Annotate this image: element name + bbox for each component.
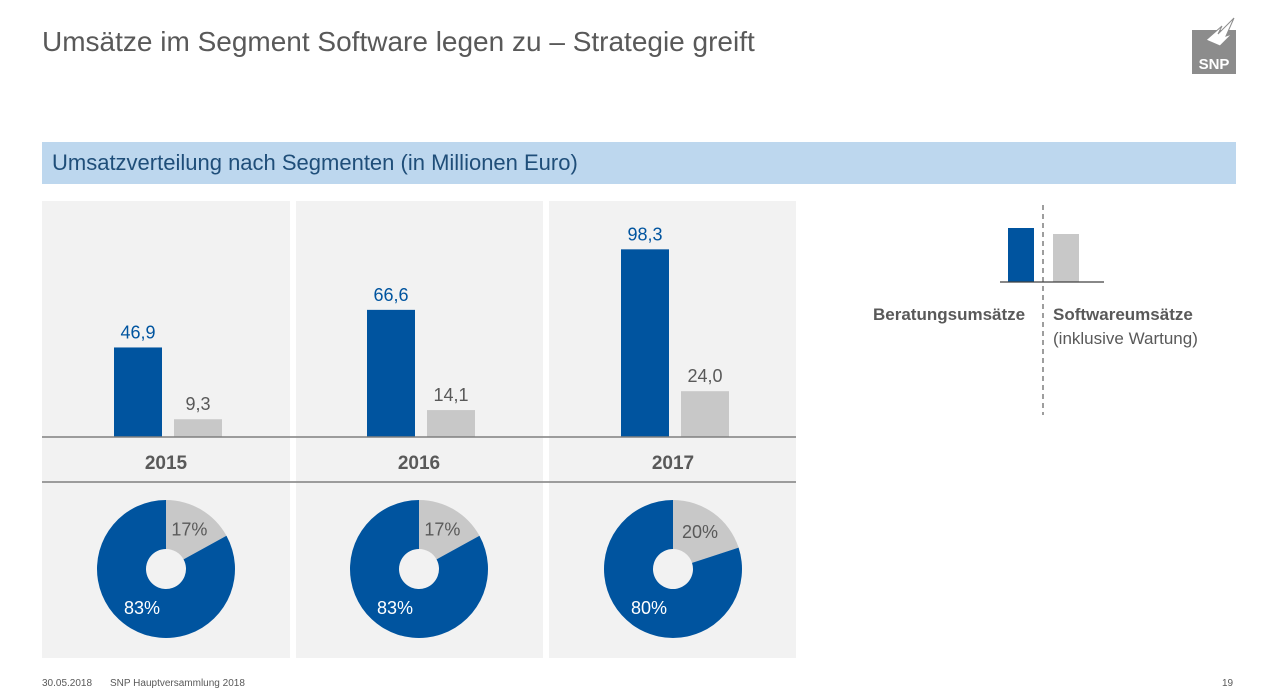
bar-2016-software <box>427 410 475 437</box>
section-title: Umsatzverteilung nach Segmenten (in Mill… <box>52 150 578 175</box>
donut-slice-2017-software <box>673 500 739 563</box>
panel-2016 <box>296 201 543 658</box>
donut-label-2017-consulting: 80% <box>631 598 667 618</box>
bar-2015-software <box>174 419 222 437</box>
legend: Beratungsumsätze Softwareumsätze (inklus… <box>870 205 1230 420</box>
bar-2017-consulting <box>621 249 669 437</box>
panel-2017 <box>549 201 796 658</box>
bar-2016-consulting <box>367 309 415 437</box>
donut-label-2015-software: 17% <box>171 519 207 539</box>
bar-label-2017-consulting: 98,3 <box>627 224 662 244</box>
bar-2015-consulting <box>114 347 162 437</box>
year-label-2016: 2016 <box>398 453 440 474</box>
bird-icon <box>1205 17 1235 47</box>
donut-slice-2015-consulting <box>97 500 236 638</box>
donut-slice-2016-consulting <box>350 500 489 638</box>
legend-label-consulting: Beratungsumsätze <box>873 305 1026 324</box>
footer-event: SNP Hauptversammlung 2018 <box>110 678 245 689</box>
legend-label-software: Softwareumsätze <box>1053 305 1193 324</box>
legend-swatch-consulting <box>1008 228 1034 282</box>
panel-2015 <box>42 201 290 658</box>
snp-logo: SNP <box>1192 17 1236 74</box>
slide-title: Umsätze im Segment Software legen zu – S… <box>42 26 755 57</box>
footer-date: 30.05.2018 <box>42 678 93 689</box>
bar-label-2015-consulting: 46,9 <box>120 322 155 342</box>
legend-sublabel-software: (inklusive Wartung) <box>1053 329 1198 348</box>
section-header: Umsatzverteilung nach Segmenten (in Mill… <box>42 142 1236 184</box>
donut-slice-2017-consulting <box>604 500 743 639</box>
bar-label-2016-software: 14,1 <box>433 385 468 405</box>
bar-2017-software <box>681 391 729 437</box>
donut-slice-2016-software <box>419 500 480 560</box>
donut-label-2016-consulting: 83% <box>377 598 413 618</box>
donut-slice-2015-software <box>166 500 227 560</box>
donut-label-2015-consulting: 83% <box>124 598 160 618</box>
logo-text: SNP <box>1199 56 1230 73</box>
year-label-2015: 2015 <box>145 453 188 474</box>
bar-label-2017-software: 24,0 <box>687 366 722 386</box>
donut-label-2017-software: 20% <box>682 522 718 542</box>
year-label-2017: 2017 <box>652 453 694 474</box>
bar-label-2016-consulting: 66,6 <box>373 285 408 305</box>
legend-swatch-software <box>1053 234 1079 282</box>
donut-label-2016-software: 17% <box>424 519 460 539</box>
bar-label-2015-software: 9,3 <box>185 394 210 414</box>
page-number: 19 <box>1222 678 1234 689</box>
